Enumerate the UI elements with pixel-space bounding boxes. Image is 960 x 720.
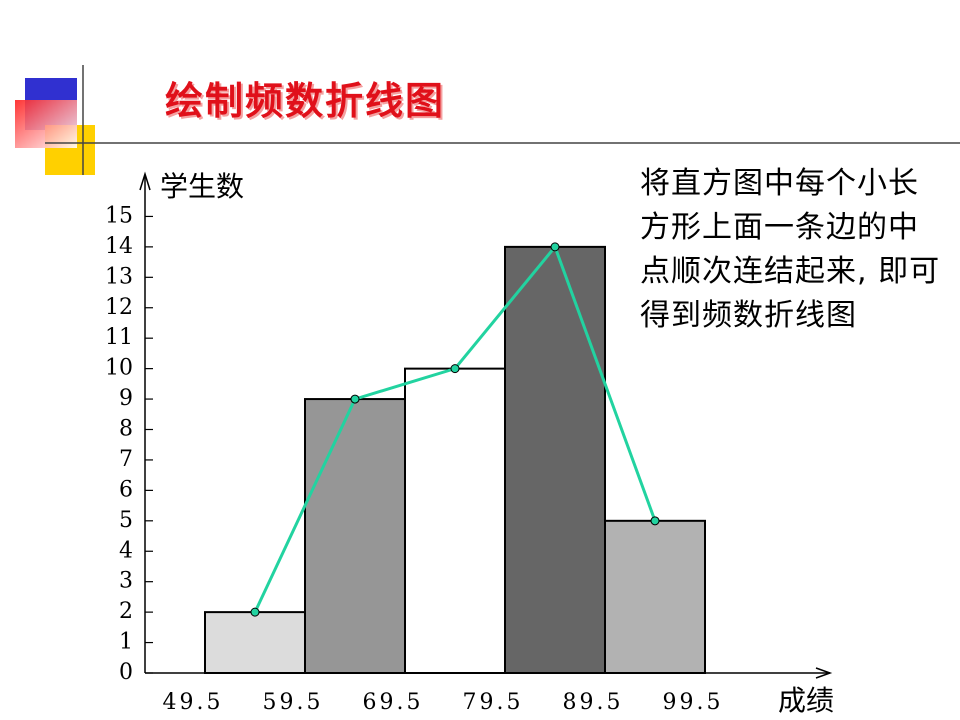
y-tick-label: 1 (119, 630, 133, 655)
y-tick-label: 4 (119, 538, 133, 563)
bar (504, 245, 606, 674)
x-tick-label: 49.5 (163, 690, 224, 715)
bar (204, 611, 306, 674)
bar (304, 398, 406, 674)
y-tick-label: 11 (105, 325, 133, 350)
annotation: 将直方图中每个小长方形上面一条边的中点顺次连结起来, 即可得到频数折线图 (640, 166, 941, 333)
y-tick-label: 10 (105, 356, 133, 381)
y-tick-label: 3 (119, 569, 133, 594)
y-tick-label: 2 (119, 599, 133, 624)
y-tick-label: 15 (105, 203, 133, 228)
y-tick-label: 13 (105, 264, 133, 289)
y-axis-label: 学生数 (160, 170, 244, 203)
bar (404, 367, 506, 674)
deco-square (15, 100, 77, 148)
slide-title: 绘制频数折线图 (165, 79, 446, 123)
x-tick-label: 89.5 (563, 690, 624, 715)
y-tick-label: 9 (119, 386, 133, 411)
polygon-point (350, 394, 360, 404)
polygon-point (550, 242, 560, 252)
y-tick-label: 14 (105, 234, 133, 259)
polygon-point (650, 516, 660, 526)
bar (604, 519, 706, 674)
y-axis-arrow (139, 171, 151, 191)
y-tick-label: 6 (119, 477, 133, 502)
x-tick-label: 99.5 (663, 690, 724, 715)
x-axis-label: 成绩 (778, 684, 834, 717)
x-axis-arrow (815, 667, 833, 679)
x-tick-label: 59.5 (263, 690, 324, 715)
polygon-point (250, 607, 260, 617)
y-tick-label: 8 (119, 417, 133, 442)
x-tick-label: 69.5 (363, 690, 424, 715)
x-tick-label: 79.5 (463, 690, 524, 715)
y-tick-label: 0 (119, 660, 133, 685)
polygon-point (450, 364, 460, 374)
y-tick-label: 7 (119, 447, 133, 472)
y-tick-label: 12 (105, 295, 133, 320)
y-tick-label: 5 (119, 508, 133, 533)
